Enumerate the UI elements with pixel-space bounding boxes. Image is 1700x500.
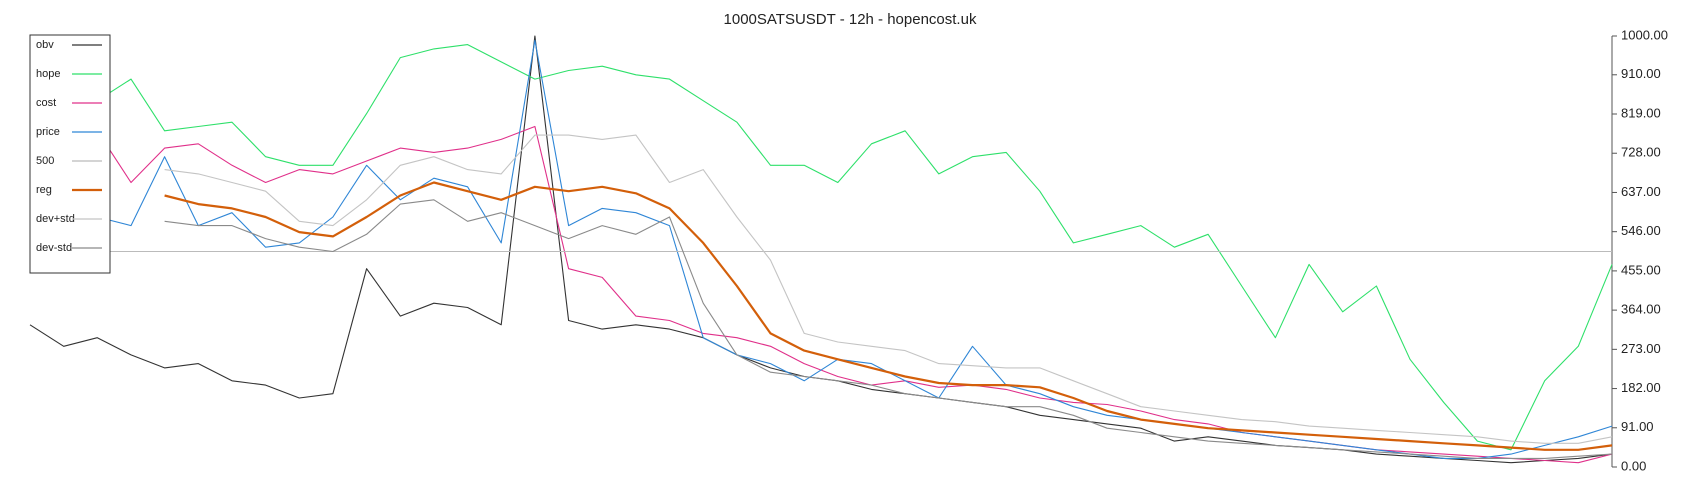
y-tick-label: 455.00 xyxy=(1621,262,1661,277)
y-tick-label: 0.00 xyxy=(1621,458,1646,473)
y-tick-label: 910.00 xyxy=(1621,66,1661,81)
series-line xyxy=(164,181,1613,451)
legend-label: reg xyxy=(36,184,52,196)
legend: obv hope cost price 500 reg dev+std dev-std xyxy=(29,34,111,274)
y-tick-label: 364.00 xyxy=(1621,302,1661,317)
y-tick-label: 819.00 xyxy=(1621,105,1661,120)
y-tick-label: 728.00 xyxy=(1621,145,1661,160)
legend-label: price xyxy=(36,126,60,138)
series-line xyxy=(164,199,1613,459)
y-tick-label: 1000.00 xyxy=(1621,27,1668,42)
chart-title: 1000SATSUSDT - 12h - hopencost.uk xyxy=(724,11,977,28)
y-tick-label: 273.00 xyxy=(1621,341,1661,356)
series-line xyxy=(29,35,1613,464)
y-tick-label: 182.00 xyxy=(1621,380,1661,395)
series-line xyxy=(29,40,1613,451)
legend-box xyxy=(29,34,111,274)
y-tick-label: 546.00 xyxy=(1621,223,1661,238)
series-line xyxy=(29,52,1613,464)
legend-label: 500 xyxy=(36,155,54,167)
legend-label: cost xyxy=(36,97,56,109)
series-line xyxy=(29,39,1613,459)
y-tick-label: 91.00 xyxy=(1621,419,1654,434)
y-tick-label: 637.00 xyxy=(1621,184,1661,199)
legend-label: obv xyxy=(36,39,54,51)
legend-label: dev+std xyxy=(36,213,75,225)
legend-label: dev-std xyxy=(36,242,72,254)
series-line xyxy=(164,134,1613,444)
legend-label: hope xyxy=(36,68,60,80)
